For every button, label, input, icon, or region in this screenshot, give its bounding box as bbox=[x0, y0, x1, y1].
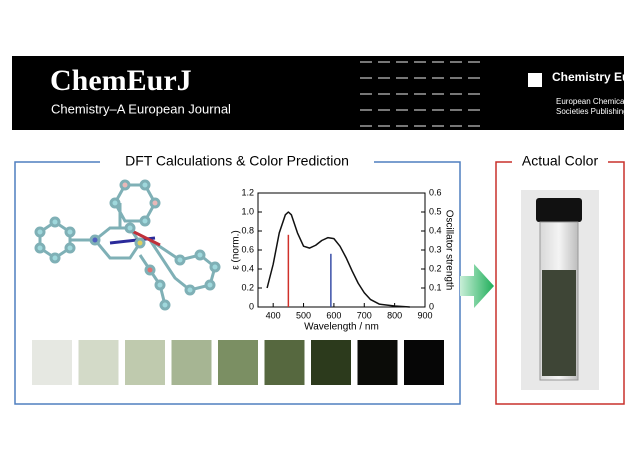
publisher-sub: European Chemical bbox=[556, 97, 626, 106]
color-swatch bbox=[264, 340, 305, 385]
panel-title: DFT Calculations & Color Prediction bbox=[125, 153, 349, 169]
header-band bbox=[12, 56, 624, 130]
color-swatch bbox=[218, 340, 258, 385]
x-tick-label: 600 bbox=[326, 310, 341, 320]
x-tick-label: 500 bbox=[296, 310, 311, 320]
color-swatch bbox=[171, 340, 212, 385]
y2-tick-label: 0.4 bbox=[429, 225, 442, 235]
color-swatch bbox=[78, 340, 119, 385]
x-tick-label: 400 bbox=[266, 310, 281, 320]
pattern bbox=[360, 61, 480, 127]
publisher: Chemistry Europe bbox=[552, 70, 636, 84]
y2-tick-label: 0.5 bbox=[429, 206, 442, 216]
arrow bbox=[460, 264, 494, 308]
y-tick-label: 0 bbox=[249, 301, 254, 311]
molecule bbox=[34, 179, 221, 311]
y-tick-label: 0.4 bbox=[241, 263, 254, 273]
color-swatch bbox=[404, 340, 444, 385]
y2-tick-label: 0.3 bbox=[429, 244, 442, 254]
title-bg bbox=[512, 152, 608, 172]
color-swatch bbox=[32, 340, 72, 385]
x-tick-label: 900 bbox=[417, 310, 432, 320]
logo: ChemEurJ bbox=[50, 64, 192, 97]
title-bg bbox=[100, 152, 374, 172]
y-tick-label: 0.8 bbox=[241, 225, 254, 235]
y2-tick-label: 0.6 bbox=[429, 187, 442, 197]
x-tick-label: 700 bbox=[357, 310, 372, 320]
y-tick-label: 1.2 bbox=[241, 187, 254, 197]
y2-tick-label: 0.2 bbox=[429, 263, 442, 273]
publisher-icon bbox=[528, 73, 542, 87]
color-swatch bbox=[125, 340, 165, 385]
x-axis-label: Wavelength / nm bbox=[304, 322, 379, 333]
journal-name: Chemistry–A European Journal bbox=[51, 101, 231, 116]
spectrum-line bbox=[266, 211, 410, 308]
x-tick-label: 800 bbox=[387, 310, 402, 320]
publisher-sub: Societies Publishing bbox=[556, 107, 628, 116]
y-tick-label: 0.6 bbox=[241, 244, 254, 254]
y-axis-label: ε (norm.) bbox=[231, 230, 242, 269]
panel-title: Actual Color bbox=[522, 153, 599, 169]
color-swatch bbox=[357, 340, 398, 385]
vial bbox=[521, 190, 599, 390]
y2-axis-label: Oscillator strength bbox=[443, 210, 454, 291]
y-tick-label: 0.2 bbox=[241, 282, 254, 292]
color-swatch bbox=[311, 340, 351, 385]
y2-tick-label: 0.1 bbox=[429, 282, 442, 292]
y-tick-label: 1.0 bbox=[241, 206, 254, 216]
y2-tick-label: 0 bbox=[429, 301, 434, 311]
